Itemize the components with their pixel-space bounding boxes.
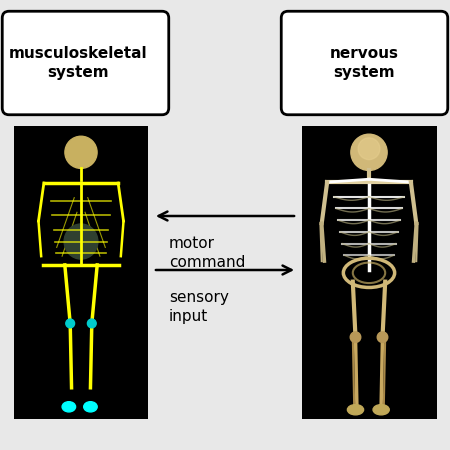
Ellipse shape	[84, 402, 97, 412]
FancyBboxPatch shape	[14, 126, 149, 418]
Text: musculoskeletal
system: musculoskeletal system	[9, 45, 147, 81]
Text: sensory
input: sensory input	[169, 290, 229, 324]
Circle shape	[350, 332, 361, 342]
Ellipse shape	[64, 224, 98, 259]
Circle shape	[377, 332, 388, 342]
Text: motor
command: motor command	[169, 236, 245, 270]
Text: nervous
system: nervous system	[330, 45, 399, 81]
Circle shape	[351, 134, 387, 171]
FancyBboxPatch shape	[302, 126, 436, 418]
Ellipse shape	[373, 405, 389, 415]
Circle shape	[65, 136, 97, 168]
FancyBboxPatch shape	[2, 11, 169, 115]
Ellipse shape	[347, 405, 364, 415]
Circle shape	[87, 319, 96, 328]
Ellipse shape	[62, 402, 76, 412]
FancyBboxPatch shape	[281, 11, 448, 115]
Circle shape	[66, 319, 75, 328]
Circle shape	[358, 138, 380, 160]
